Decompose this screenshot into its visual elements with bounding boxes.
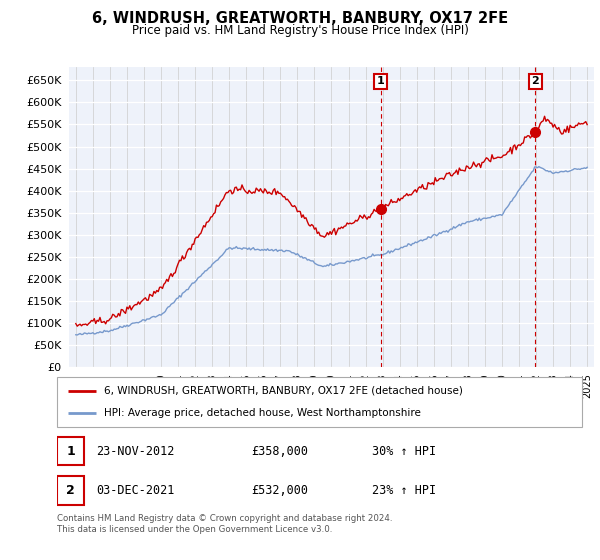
Text: 2: 2 bbox=[66, 484, 75, 497]
FancyBboxPatch shape bbox=[57, 377, 582, 427]
Text: 2: 2 bbox=[532, 76, 539, 86]
Text: £358,000: £358,000 bbox=[251, 445, 308, 458]
FancyBboxPatch shape bbox=[57, 476, 84, 505]
FancyBboxPatch shape bbox=[57, 437, 84, 465]
Text: HPI: Average price, detached house, West Northamptonshire: HPI: Average price, detached house, West… bbox=[104, 408, 421, 418]
Text: 6, WINDRUSH, GREATWORTH, BANBURY, OX17 2FE: 6, WINDRUSH, GREATWORTH, BANBURY, OX17 2… bbox=[92, 11, 508, 26]
Text: 1: 1 bbox=[377, 76, 385, 86]
Text: Contains HM Land Registry data © Crown copyright and database right 2024.: Contains HM Land Registry data © Crown c… bbox=[57, 514, 392, 523]
Text: 6, WINDRUSH, GREATWORTH, BANBURY, OX17 2FE (detached house): 6, WINDRUSH, GREATWORTH, BANBURY, OX17 2… bbox=[104, 386, 463, 396]
Text: 23% ↑ HPI: 23% ↑ HPI bbox=[372, 484, 436, 497]
Text: This data is licensed under the Open Government Licence v3.0.: This data is licensed under the Open Gov… bbox=[57, 525, 332, 534]
Text: 03-DEC-2021: 03-DEC-2021 bbox=[97, 484, 175, 497]
Text: 30% ↑ HPI: 30% ↑ HPI bbox=[372, 445, 436, 458]
Text: 23-NOV-2012: 23-NOV-2012 bbox=[97, 445, 175, 458]
Text: Price paid vs. HM Land Registry's House Price Index (HPI): Price paid vs. HM Land Registry's House … bbox=[131, 24, 469, 36]
Text: 1: 1 bbox=[66, 445, 75, 458]
Text: £532,000: £532,000 bbox=[251, 484, 308, 497]
